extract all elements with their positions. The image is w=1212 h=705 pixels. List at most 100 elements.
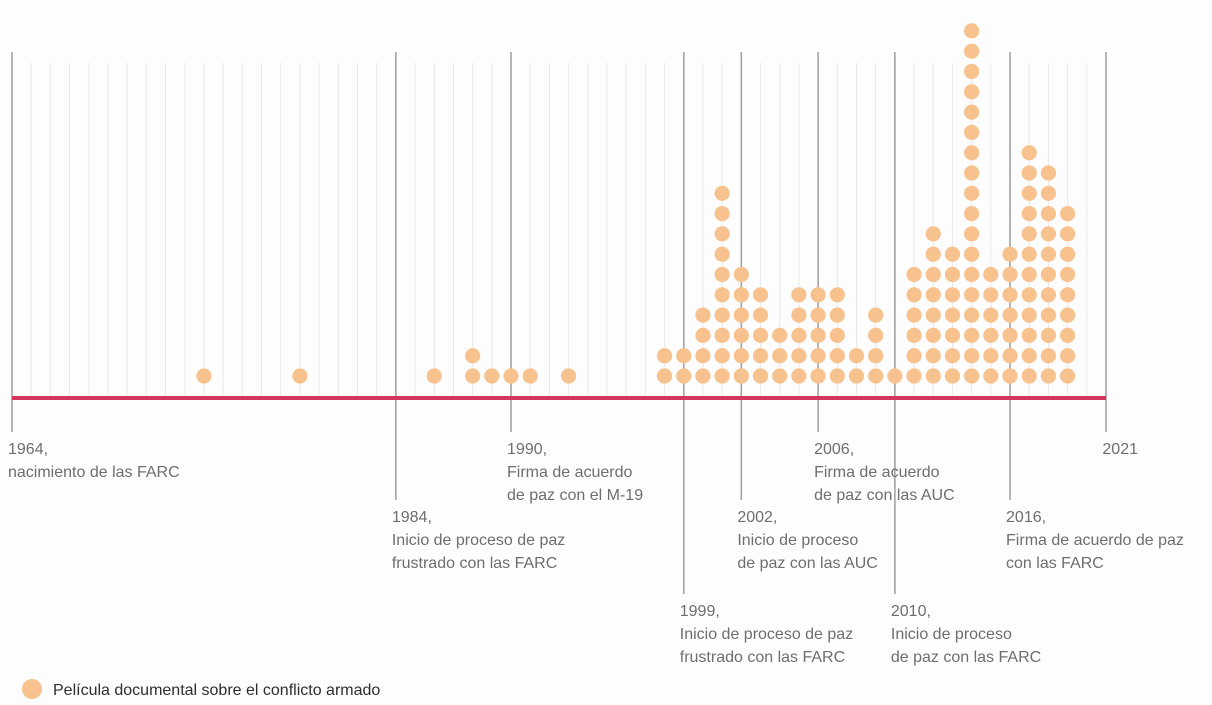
doc-dot-2001 bbox=[714, 287, 730, 303]
doc-dot-2014 bbox=[964, 307, 980, 323]
doc-dot-2009 bbox=[868, 368, 884, 384]
doc-dot-2013 bbox=[944, 266, 961, 283]
doc-dot-2019 bbox=[1060, 266, 1076, 283]
doc-dot-1989 bbox=[484, 368, 500, 384]
doc-dot-2011 bbox=[906, 348, 922, 364]
doc-dot-2005 bbox=[791, 287, 807, 303]
doc-dot-2014 bbox=[964, 84, 980, 100]
doc-dot-2018 bbox=[1040, 368, 1057, 384]
doc-dot-2004 bbox=[772, 327, 788, 343]
event-label-line: con las FARC bbox=[1006, 555, 1104, 572]
doc-dot-2019 bbox=[1060, 307, 1076, 323]
doc-dot-2005 bbox=[791, 307, 807, 323]
documentary-dots bbox=[196, 23, 1076, 384]
doc-dot-2003 bbox=[752, 287, 769, 303]
doc-dot-2002 bbox=[733, 266, 749, 283]
event-label-1990: 1990, Firma de acuerdo de paz con el M-19 bbox=[507, 441, 643, 504]
doc-dot-2001 bbox=[714, 206, 730, 222]
doc-dot-2019 bbox=[1060, 206, 1076, 222]
doc-dot-2015 bbox=[983, 327, 999, 343]
doc-dot-2018 bbox=[1040, 266, 1057, 283]
doc-dot-2017 bbox=[1021, 307, 1037, 323]
doc-dot-1993 bbox=[560, 368, 577, 384]
doc-dot-2018 bbox=[1040, 206, 1057, 222]
doc-dot-2011 bbox=[906, 327, 922, 343]
doc-dot-2006 bbox=[810, 327, 826, 343]
doc-dot-2014 bbox=[964, 348, 980, 364]
doc-dot-2007 bbox=[829, 368, 845, 384]
doc-dot-2009 bbox=[868, 327, 884, 343]
doc-dot-2014 bbox=[964, 124, 980, 140]
doc-dot-2007 bbox=[829, 348, 845, 364]
event-label-line: de paz con las AUC bbox=[814, 487, 955, 504]
doc-dot-2002 bbox=[733, 287, 749, 303]
doc-dot-2005 bbox=[791, 348, 807, 364]
doc-dot-2006 bbox=[810, 307, 826, 323]
doc-dot-2014 bbox=[964, 206, 980, 222]
doc-dot-2017 bbox=[1021, 145, 1037, 161]
doc-dot-2012 bbox=[925, 327, 941, 343]
doc-dot-2006 bbox=[810, 348, 826, 364]
doc-dot-1988 bbox=[465, 368, 481, 384]
doc-dot-2013 bbox=[944, 368, 961, 384]
doc-dot-1988 bbox=[465, 348, 481, 364]
doc-dot-2006 bbox=[810, 287, 826, 303]
doc-dot-2016 bbox=[1002, 327, 1018, 343]
year-grid bbox=[11, 63, 1107, 398]
doc-dot-2018 bbox=[1040, 165, 1057, 181]
doc-dot-2015 bbox=[983, 368, 999, 384]
doc-dot-2018 bbox=[1040, 185, 1057, 201]
legend-label: Película documental sobre el conflicto a… bbox=[53, 682, 380, 699]
doc-dot-2012 bbox=[925, 368, 941, 384]
event-label-line: 1999, bbox=[680, 603, 720, 620]
doc-dot-2015 bbox=[983, 266, 999, 283]
event-label-2021: 2021 bbox=[1102, 441, 1138, 458]
doc-dot-2018 bbox=[1040, 307, 1057, 323]
doc-dot-2016 bbox=[1002, 307, 1018, 323]
event-label-line: de paz con las AUC bbox=[737, 555, 878, 572]
doc-dot-2018 bbox=[1040, 226, 1057, 242]
doc-dot-2009 bbox=[868, 348, 884, 364]
doc-dot-2001 bbox=[714, 307, 730, 323]
event-label-1984: 1984, Inicio de proceso de paz frustrado c… bbox=[392, 509, 565, 572]
doc-dot-2014 bbox=[964, 23, 980, 39]
doc-dot-2019 bbox=[1060, 287, 1076, 303]
event-label-line: nacimiento de las FARC bbox=[8, 464, 180, 481]
doc-dot-2009 bbox=[868, 307, 884, 323]
event-label-1999: 1999, Inicio de proceso de paz frustrado c… bbox=[680, 603, 853, 666]
doc-dot-2014 bbox=[964, 287, 980, 303]
event-label-2016: 2016, Firma de acuerdo de paz con las FARC bbox=[1006, 509, 1184, 572]
doc-dot-2017 bbox=[1021, 185, 1037, 201]
doc-dot-2012 bbox=[925, 226, 941, 242]
event-label-line: Inicio de proceso bbox=[891, 626, 1012, 643]
doc-dot-1974 bbox=[196, 368, 212, 384]
doc-dot-2000 bbox=[695, 368, 711, 384]
event-label-line: Firma de acuerdo bbox=[507, 464, 632, 481]
doc-dot-2012 bbox=[925, 266, 941, 283]
event-labels: 1964, nacimiento de las FARC 1984, Inicio d… bbox=[8, 441, 1184, 666]
doc-dot-2012 bbox=[925, 246, 941, 262]
doc-dot-2000 bbox=[695, 348, 711, 364]
doc-dot-2011 bbox=[906, 287, 922, 303]
doc-dot-2011 bbox=[906, 307, 922, 323]
doc-dot-2014 bbox=[964, 266, 980, 283]
doc-dot-2004 bbox=[772, 368, 788, 384]
doc-dot-2016 bbox=[1002, 266, 1018, 283]
doc-dot-2017 bbox=[1021, 348, 1037, 364]
doc-dot-2013 bbox=[944, 327, 961, 343]
doc-dot-2003 bbox=[752, 348, 769, 364]
doc-dot-2019 bbox=[1060, 348, 1076, 364]
doc-dot-2002 bbox=[733, 348, 749, 364]
doc-dot-2017 bbox=[1021, 165, 1037, 181]
event-label-line: 2002, bbox=[737, 509, 777, 526]
doc-dot-2013 bbox=[944, 348, 961, 364]
legend-dot bbox=[22, 679, 42, 699]
doc-dot-2017 bbox=[1021, 327, 1037, 343]
doc-dot-2016 bbox=[1002, 368, 1018, 384]
doc-dot-2004 bbox=[772, 348, 788, 364]
doc-dot-2014 bbox=[964, 327, 980, 343]
doc-dot-2016 bbox=[1002, 246, 1018, 262]
doc-dot-2014 bbox=[964, 165, 980, 181]
doc-dot-2007 bbox=[829, 307, 845, 323]
